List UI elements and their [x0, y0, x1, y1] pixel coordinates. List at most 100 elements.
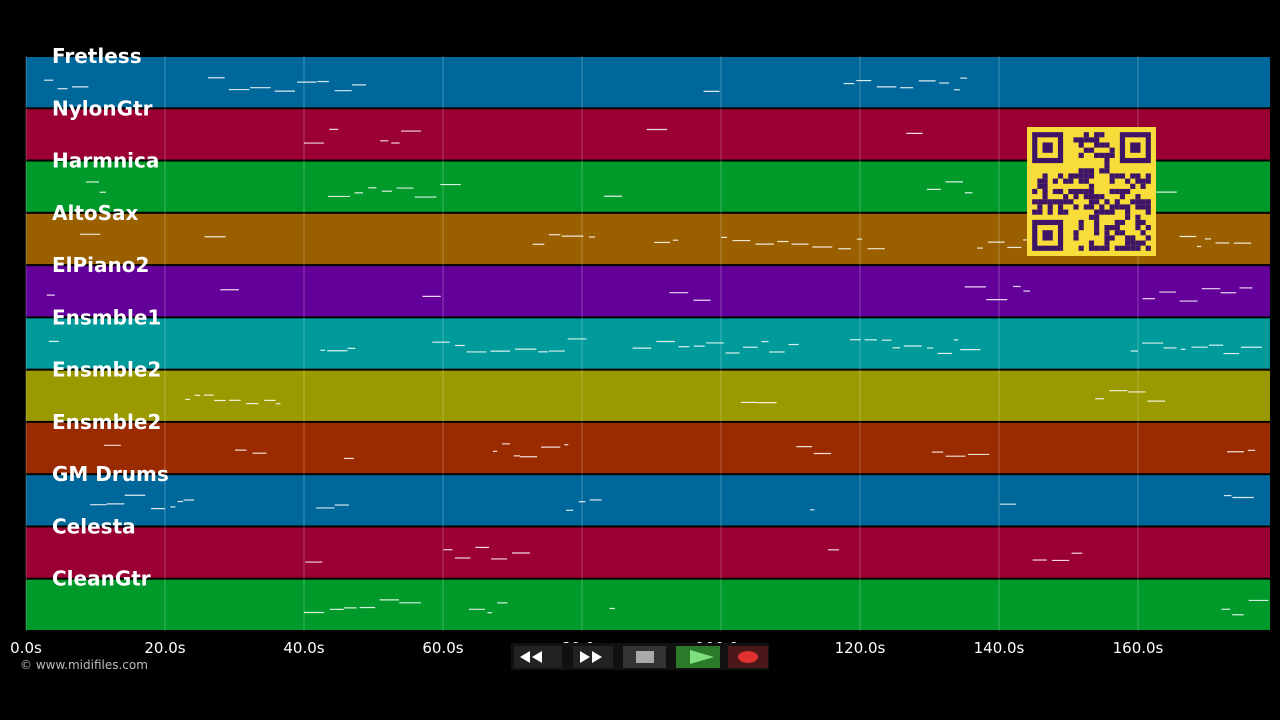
qr-cell [1073, 230, 1079, 236]
qr-cell [1063, 199, 1069, 205]
time-tick-label: 20.0s [144, 639, 185, 657]
qr-cell [1114, 204, 1120, 210]
play-button[interactable] [676, 646, 720, 668]
qr-cell [1088, 194, 1095, 200]
track-lane [26, 57, 1270, 108]
qr-cell [1114, 245, 1120, 251]
qr-cell [1078, 178, 1084, 184]
qr-cell [1088, 168, 1095, 174]
qr-cell [1125, 214, 1131, 220]
qr-cell [1088, 240, 1095, 246]
qr-cell [1119, 204, 1126, 210]
qr-cell [1135, 178, 1141, 184]
qr-cell [1094, 137, 1100, 143]
qr-finder [1042, 230, 1053, 241]
qr-cell [1057, 173, 1064, 179]
qr-cell [1078, 168, 1084, 174]
qr-cell [1104, 230, 1110, 236]
qr-cell [1109, 204, 1115, 210]
time-tick-label: 0.0s [10, 639, 42, 657]
stop-button[interactable] [623, 646, 666, 668]
qr-cell [1037, 209, 1043, 215]
qr-cell [1063, 209, 1069, 215]
qr-cell [1078, 225, 1084, 231]
qr-cell [1135, 173, 1141, 179]
qr-cell [1135, 240, 1141, 246]
qr-cell [1104, 142, 1110, 148]
qr-cell [1125, 209, 1131, 215]
track-name: NylonGtr [52, 96, 153, 120]
qr-cell [1094, 219, 1100, 226]
qr-cell [1104, 245, 1110, 251]
qr-cell [1083, 137, 1089, 143]
qr-cell [1145, 245, 1151, 251]
qr-cell [1114, 199, 1120, 205]
qr-cell [1052, 188, 1058, 195]
qr-cell [1088, 245, 1095, 251]
track-name: Ensmble2 [52, 358, 161, 382]
qr-cell [1109, 188, 1115, 195]
qr-cell [1125, 204, 1131, 210]
qr-cell [1104, 199, 1110, 205]
rewind-button[interactable] [514, 646, 562, 668]
track-lane [26, 318, 1270, 369]
qr-cell [1094, 152, 1100, 158]
qr-cell [1037, 204, 1043, 210]
qr-cell [1037, 178, 1043, 184]
qr-cell [1104, 240, 1110, 246]
qr-cell [1140, 199, 1146, 205]
qr-cell [1078, 245, 1084, 251]
qr-cell [1130, 235, 1136, 241]
qr-cell [1109, 235, 1115, 241]
qr-cell [1042, 194, 1048, 200]
qr-cell [1083, 204, 1089, 210]
time-tick-label: 140.0s [974, 639, 1025, 657]
qr-cell [1037, 183, 1043, 189]
track-name: AltoSax [52, 201, 139, 225]
qr-cell [1145, 173, 1151, 179]
qr-cell [1109, 209, 1115, 215]
qr-cell [1052, 178, 1058, 184]
qr-cell [1130, 173, 1136, 179]
record-button[interactable] [728, 646, 768, 668]
qr-cell [1135, 199, 1141, 205]
qr-cell [1104, 157, 1110, 164]
qr-cell [1099, 204, 1105, 210]
track-name: Fretless [52, 44, 142, 68]
qr-cell [1047, 204, 1053, 210]
qr-finder [1130, 142, 1141, 153]
qr-cell [1042, 173, 1048, 179]
qr-cell [1104, 168, 1110, 174]
qr-cell [1109, 173, 1115, 179]
qr-cell [1135, 214, 1141, 220]
qr-cell [1104, 235, 1110, 241]
qr-cell [1145, 235, 1151, 241]
qr-cell [1042, 188, 1048, 195]
qr-cell [1130, 245, 1136, 251]
qr-cell [1119, 230, 1126, 236]
track-name: Ensmble1 [52, 305, 161, 329]
qr-cell [1073, 173, 1079, 179]
track-name: Ensmble2 [52, 410, 161, 434]
qr-cell [1078, 152, 1084, 158]
qr-finder [1042, 142, 1053, 153]
qr-cell [1068, 199, 1074, 205]
qr-cell [1099, 132, 1105, 138]
qr-cell [1135, 219, 1141, 226]
transport-controls [511, 643, 769, 670]
qr-cell [1088, 214, 1095, 220]
qr-cell [1140, 183, 1146, 189]
qr-cell [1099, 168, 1105, 174]
qr-cell [1140, 178, 1146, 184]
track-name: ElPiano2 [52, 253, 149, 277]
qr-cell [1094, 245, 1100, 251]
qr-cell [1135, 204, 1141, 210]
time-tick-label: 160.0s [1113, 639, 1164, 657]
qr-cell [1125, 188, 1131, 195]
qr-cell [1078, 137, 1084, 143]
qr-cell [1088, 173, 1095, 179]
qr-cell [1083, 168, 1089, 174]
qr-cell [1114, 219, 1120, 226]
fast-forward-button[interactable] [573, 646, 613, 668]
